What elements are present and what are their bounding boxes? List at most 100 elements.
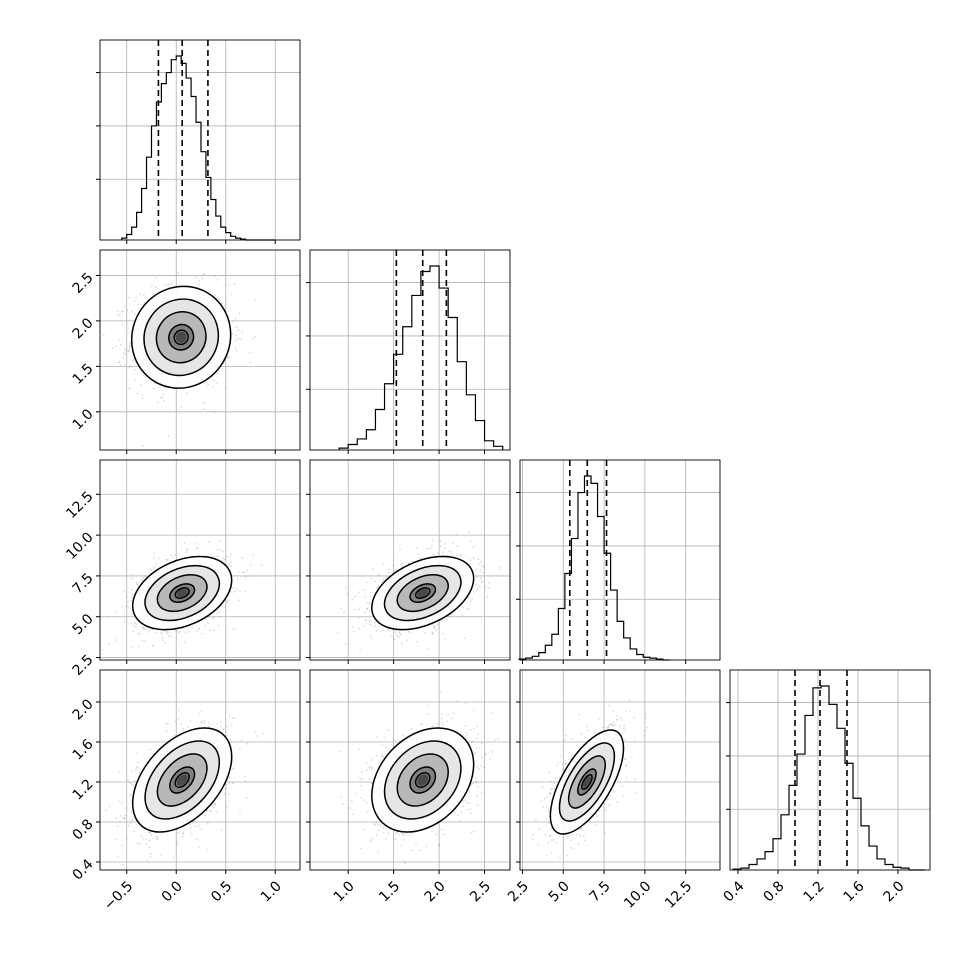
hist-panel-0-background	[100, 40, 300, 240]
scatter-panel-1-0-scatter-point	[214, 275, 217, 278]
scatter-panel-3-1-scatter-point	[395, 832, 397, 835]
scatter-panel-3-1-scatter-point	[370, 840, 372, 843]
scatter-panel-2-0-scatter-point	[136, 583, 139, 586]
scatter-panel-2-1-scatter-point	[436, 624, 439, 626]
scatter-panel-2-0-scatter-point	[237, 578, 239, 580]
scatter-panel-2-1-scatter-point	[479, 577, 482, 580]
scatter-panel-1-0-scatter-point	[143, 294, 145, 296]
scatter-panel-2-1-contour-0	[371, 555, 475, 631]
scatter-panel-2-0-scatter-point	[196, 547, 199, 549]
scatter-panel-1-0-scatter-point	[123, 305, 126, 308]
scatter-panel-3-1-scatter-point	[372, 837, 374, 840]
scatter-panel-2-1-scatter-point	[417, 553, 420, 555]
scatter-panel-2-0-scatter-point	[216, 555, 219, 557]
scatter-panel-2-0-plot-area	[101, 539, 263, 651]
scatter-panel-2-0-scatter-point	[114, 639, 117, 641]
scatter-panel-1-0-scatter-point	[118, 360, 121, 363]
scatter-panel-3-0-scatter-point	[129, 794, 132, 797]
scatter-panel-2-1-scatter-point	[400, 563, 402, 566]
hist-panel-3-background	[730, 670, 930, 870]
scatter-panel-3-0-scatter-point	[129, 820, 132, 822]
scatter-panel-3-0-scatter-point	[244, 780, 247, 783]
scatter-panel-2-0-scatter-point	[170, 635, 173, 637]
scatter-panel-1-0-scatter-point	[154, 286, 157, 289]
scatter-panel-3-0-scatter-point	[108, 805, 111, 808]
scatter-panel-3-0-scatter-point	[135, 766, 138, 769]
scatter-panel-3-0-scatter-point	[138, 772, 141, 774]
scatter-panel-2-1-scatter-point	[437, 551, 440, 554]
scatter-panel-2-0-scatter-point	[212, 617, 215, 620]
scatter-panel-2-1-scatter-point	[343, 611, 346, 613]
scatter-panel-1-0-scatter-point	[226, 355, 229, 358]
scatter-panel-2-1-scatter-point	[468, 531, 471, 534]
scatter-panel-3-0-scatter-point	[207, 722, 210, 724]
scatter-panel-2-1-scatter-point	[470, 540, 473, 543]
scatter-panel-2-0-scatter-point	[123, 621, 126, 623]
scatter-panel-3-0-scatter-point	[155, 835, 158, 838]
scatter-panel-2-1-scatter-point	[370, 577, 372, 580]
scatter-panel-1-0-scatter-point	[124, 349, 127, 352]
scatter-panel-3-1-scatter-point	[456, 700, 458, 702]
scatter-panel-2-0-scatter-point	[208, 541, 211, 543]
scatter-panel-1-0-scatter-point	[197, 283, 200, 286]
scatter-panel-2-0-scatter-point	[238, 571, 241, 574]
scatter-panel-3-0-scatter-point	[115, 817, 118, 819]
scatter-panel-2-1-scatter-point	[455, 555, 457, 557]
scatter-panel-2-1-scatter-point	[363, 589, 366, 591]
scatter-panel-2-1-scatter-point	[461, 614, 464, 617]
scatter-panel-2-0-scatter-point	[218, 611, 220, 613]
scatter-panel-2-0-scatter-point	[160, 631, 163, 634]
scatter-panel-1-0-scatter-point	[239, 338, 242, 341]
scatter-panel-3-0-scatter-point	[127, 779, 129, 781]
scatter-panel-2-1-scatter-point	[388, 630, 391, 632]
scatter-panel-2-0-scatter-point	[178, 631, 180, 634]
scatter-panel-3-0-scatter-point	[125, 837, 128, 839]
scatter-panel-2-0-density-core	[176, 589, 188, 598]
scatter-panel-1-0-scatter-point	[119, 364, 122, 366]
scatter-panel-1-0-scatter-point	[249, 361, 252, 364]
scatter-panel-2-1-scatter-point	[369, 624, 372, 626]
scatter-panel-3-0-scatter-point	[146, 859, 149, 862]
scatter-panel-2-0-scatter-point	[136, 583, 139, 586]
scatter-panel-2-0-scatter-point	[174, 629, 177, 632]
scatter-panel-2-1-scatter-point	[369, 634, 372, 637]
scatter-panel-1-0-scatter-point	[126, 308, 129, 311]
scatter-panel-2-0-scatter-point	[132, 630, 135, 632]
scatter-panel-3-1-scatter-point	[484, 753, 487, 756]
scatter-panel-3-0-scatter-point	[205, 809, 208, 812]
scatter-panel-1-0-scatter-point	[235, 326, 238, 329]
scatter-panel-3-0-scatter-point	[122, 816, 125, 819]
scatter-panel-1-0-scatter-point	[235, 334, 238, 337]
scatter-panel-2-0-scatter-point	[134, 625, 137, 628]
scatter-panel-2-0-scatter-point	[130, 577, 133, 580]
scatter-panel-2-0-scatter-point	[163, 630, 166, 633]
scatter-panel-1-0-scatter-point	[128, 350, 131, 353]
scatter-panel-2-0-scatter-point	[129, 622, 132, 625]
scatter-panel-2-0-scatter-point	[182, 627, 184, 630]
scatter-panel-3-0-scatter-point	[129, 822, 132, 825]
scatter-panel-1-0-scatter-point	[128, 349, 131, 352]
scatter-panel-1-0-scatter-point	[212, 386, 214, 389]
scatter-panel-1-0-scatter-point	[201, 277, 204, 280]
scatter-panel-3-0-scatter-point	[246, 742, 248, 745]
scatter-panel-3-0-scatter-point	[208, 809, 211, 812]
scatter-panel-2-1-scatter-point	[375, 629, 378, 632]
scatter-panel-3-0-scatter-point	[245, 797, 248, 799]
scatter-panel-2-1-scatter-point	[393, 638, 395, 641]
scatter-panel-2-1-scatter-point	[431, 539, 434, 542]
scatter-panel-2-1-scatter-point	[363, 611, 366, 614]
scatter-panel-2-0-scatter-point	[207, 622, 210, 625]
scatter-panel-3-0-scatter-point	[244, 775, 246, 778]
scatter-panel-2-1-scatter-point	[440, 620, 443, 623]
scatter-panel-2-0-scatter-point	[130, 596, 133, 599]
scatter-panel-2-1-scatter-point	[364, 596, 367, 598]
scatter-panel-2-0-scatter-point	[224, 606, 227, 608]
scatter-panel-3-0	[96, 669, 301, 874]
scatter-panel-3-0-scatter-point	[132, 830, 135, 832]
scatter-panel-2-1-contour-2	[396, 574, 449, 613]
scatter-panel-3-0-scatter-point	[225, 784, 228, 786]
scatter-panel-2-0-scatter-point	[166, 632, 169, 635]
scatter-panel-2-1-scatter-point	[477, 558, 480, 561]
scatter-panel-3-0-scatter-point	[222, 728, 225, 730]
scatter-panel-2-1-scatter-point	[482, 565, 485, 568]
